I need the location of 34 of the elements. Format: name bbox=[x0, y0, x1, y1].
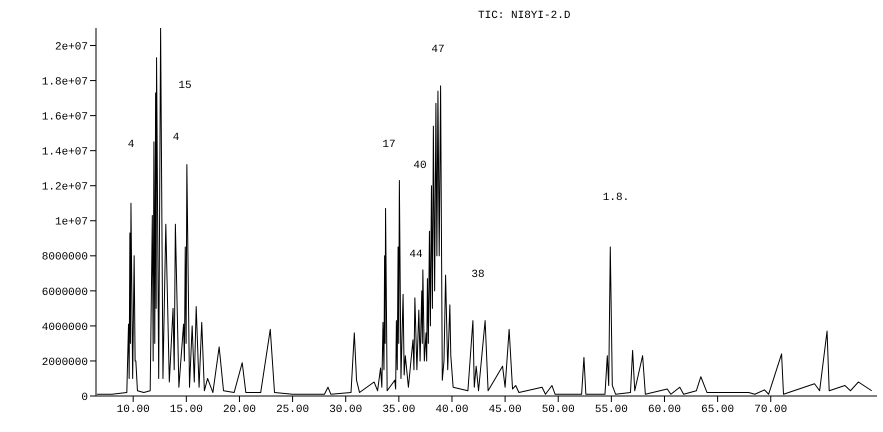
x-tick-label: 10.00 bbox=[116, 404, 150, 416]
x-tick-label: 30.00 bbox=[329, 404, 362, 416]
x-tick-label: 40.00 bbox=[435, 404, 468, 416]
annotation: 4 bbox=[172, 132, 180, 144]
y-tick-label: 1.6e+07 bbox=[42, 112, 88, 124]
x-tick-label: 20.00 bbox=[222, 404, 256, 416]
x-tick-label: 45.00 bbox=[488, 404, 522, 416]
annotation: 1.8. bbox=[602, 192, 630, 204]
y-tick-label: 0 bbox=[81, 392, 88, 404]
y-tick-label: 2e+07 bbox=[54, 41, 88, 54]
x-tick-label: 35.00 bbox=[382, 404, 416, 416]
annotation: 15 bbox=[178, 80, 192, 92]
annotation: 4 bbox=[128, 139, 134, 151]
y-tick-label: 6000000 bbox=[42, 286, 88, 299]
x-tick-label: 25.00 bbox=[276, 404, 310, 416]
y-tick-label: 8000000 bbox=[42, 252, 88, 264]
annotation: 40 bbox=[413, 160, 427, 172]
y-tick-label: 4000000 bbox=[42, 322, 88, 334]
annotation: 38 bbox=[471, 269, 485, 281]
annotation: 44 bbox=[409, 249, 423, 261]
annotation: 47 bbox=[431, 44, 445, 56]
y-tick-label: 1.2e+07 bbox=[42, 182, 88, 194]
x-tick-label: 65.00 bbox=[701, 404, 734, 416]
x-tick-label: 55.00 bbox=[594, 404, 628, 416]
chart-title: TIC: NI8YI-2.D bbox=[478, 10, 570, 22]
y-tick-label: 1.8e+07 bbox=[42, 76, 88, 88]
y-tick-label: 1.4e+07 bbox=[42, 146, 88, 159]
x-tick-label: 15.00 bbox=[170, 404, 203, 416]
y-tick-label: 2000000 bbox=[42, 356, 88, 369]
y-tick-label: 1e+07 bbox=[54, 216, 88, 229]
x-tick-label: 60.00 bbox=[648, 404, 681, 416]
annotation: 17 bbox=[382, 139, 396, 151]
x-tick-label: 50.00 bbox=[542, 404, 575, 416]
x-tick-label: 70.00 bbox=[754, 404, 788, 416]
